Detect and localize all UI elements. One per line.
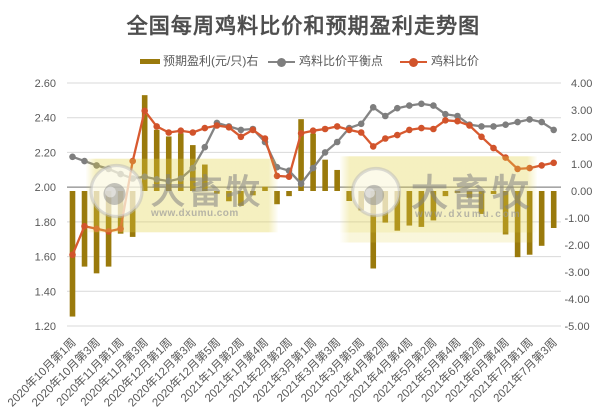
svg-text:-5.00: -5.00 <box>565 321 590 333</box>
svg-text:-3.00: -3.00 <box>565 267 590 279</box>
svg-text:1.00: 1.00 <box>571 159 592 171</box>
svg-text:2.00: 2.00 <box>35 182 56 194</box>
svg-text:0.00: 0.00 <box>571 186 592 198</box>
svg-text:大畜牧: 大畜牧 <box>151 173 264 212</box>
svg-text:-2.00: -2.00 <box>565 240 590 252</box>
svg-text:1.40: 1.40 <box>35 286 56 298</box>
svg-text:4.00: 4.00 <box>571 78 592 90</box>
svg-text:2.20: 2.20 <box>35 147 56 159</box>
svg-text:2.00: 2.00 <box>571 132 592 144</box>
svg-text:1.80: 1.80 <box>35 217 56 229</box>
svg-text:1.60: 1.60 <box>35 252 56 264</box>
svg-text:1.20: 1.20 <box>35 321 56 333</box>
svg-text:-4.00: -4.00 <box>565 294 590 306</box>
svg-text:大畜牧: 大畜牧 <box>411 173 533 214</box>
svg-text:3.00: 3.00 <box>571 105 592 117</box>
svg-text:www.dxumu.com: www.dxumu.com <box>414 209 522 220</box>
svg-text:2.60: 2.60 <box>35 78 56 90</box>
svg-text:-1.00: -1.00 <box>565 213 590 225</box>
svg-text:www.dxumu.com: www.dxumu.com <box>150 208 239 219</box>
svg-text:2.40: 2.40 <box>35 113 56 125</box>
